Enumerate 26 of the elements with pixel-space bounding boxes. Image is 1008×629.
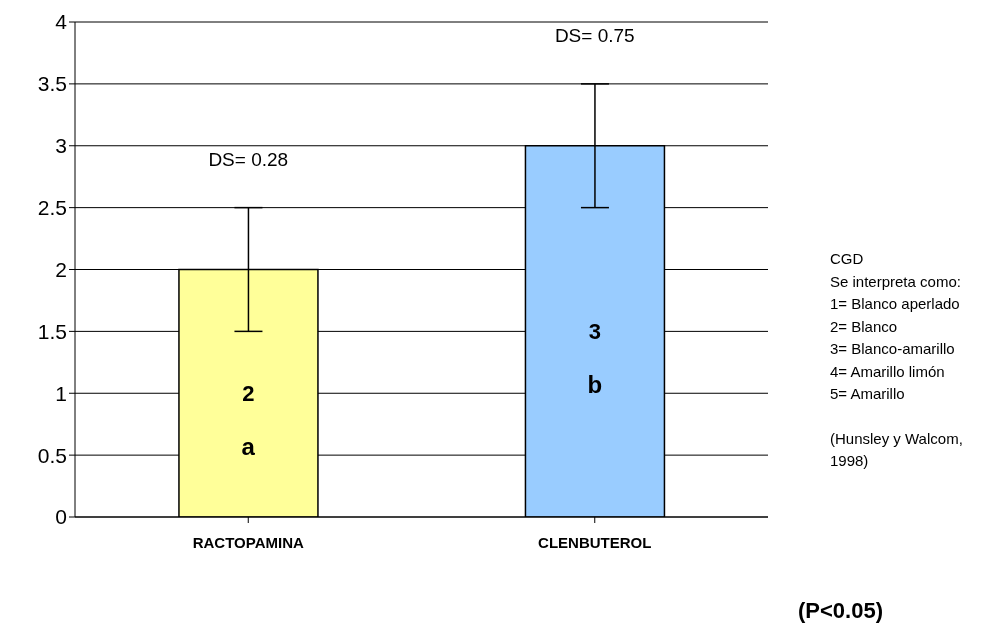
y-tick-label: 0 — [55, 505, 67, 529]
y-tick-label: 3 — [55, 134, 67, 158]
text: 1= Blanco aperlado — [830, 294, 961, 314]
data-label: 2 — [242, 381, 255, 407]
x-tick-label: RACTOPAMINA — [192, 533, 304, 551]
text: (P<0.05) — [798, 598, 883, 624]
y-tick-label: 0.5 — [37, 443, 67, 467]
y-tick-label: 2 — [55, 257, 67, 281]
y-tick-label: 2.5 — [37, 196, 67, 220]
text: Se interpreta como: — [830, 271, 962, 292]
annotation: DS= 0.28 — [208, 148, 289, 170]
annotation: DS= 0.75 — [554, 24, 635, 46]
text: (Hunsley y Walcom, 1998) — [830, 428, 964, 471]
text: 4= Amarillo limón — [830, 361, 946, 382]
y-tick-label: 1.5 — [37, 319, 67, 343]
text: 2= Blanco — [830, 316, 899, 337]
y-tick-label: 3.5 — [37, 72, 67, 96]
y-tick-label: 4 — [55, 10, 68, 34]
annotation: a — [241, 433, 256, 461]
data-label: 3 — [588, 319, 602, 345]
text: 5= Amarillo — [830, 384, 906, 404]
text: 3= Blanco-amarillo — [830, 339, 956, 359]
x-tick-label: CLENBUTEROL — [538, 533, 652, 551]
annotation: b — [587, 371, 603, 399]
text: CGD — [830, 249, 865, 269]
y-tick-label: 1 — [55, 381, 67, 405]
